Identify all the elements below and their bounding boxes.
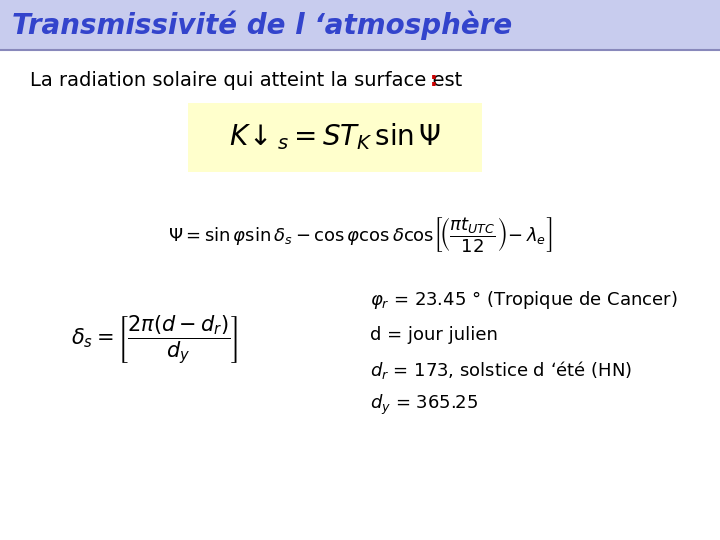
Text: d = jour julien: d = jour julien xyxy=(370,326,498,344)
Text: $d_r$ = 173, solstice d ‘été (HN): $d_r$ = 173, solstice d ‘été (HN) xyxy=(370,359,632,381)
FancyBboxPatch shape xyxy=(0,50,720,540)
FancyBboxPatch shape xyxy=(188,103,482,172)
Text: $\Psi = \sin\varphi\sin\delta_s - \cos\varphi\cos\delta\cos\!\left[\!\left(\dfra: $\Psi = \sin\varphi\sin\delta_s - \cos\v… xyxy=(168,215,552,254)
Text: $\varphi_r$ = 23.45 ° (Tropique de Cancer): $\varphi_r$ = 23.45 ° (Tropique de Cance… xyxy=(370,289,678,311)
Text: Transmissivité de l ‘atmosphère: Transmissivité de l ‘atmosphère xyxy=(12,10,512,40)
Text: La radiation solaire qui atteint la surface est: La radiation solaire qui atteint la surf… xyxy=(30,71,462,90)
Text: $d_y$ = 365.25: $d_y$ = 365.25 xyxy=(370,393,478,417)
Text: $\delta_s = \left[\dfrac{2\pi\left(d - d_r\right)}{d_y}\right]$: $\delta_s = \left[\dfrac{2\pi\left(d - d… xyxy=(71,314,239,367)
FancyBboxPatch shape xyxy=(0,0,720,50)
Text: :: : xyxy=(430,71,438,90)
Text: $K\!\downarrow_s = ST_K\,\sin\Psi$: $K\!\downarrow_s = ST_K\,\sin\Psi$ xyxy=(229,122,441,152)
